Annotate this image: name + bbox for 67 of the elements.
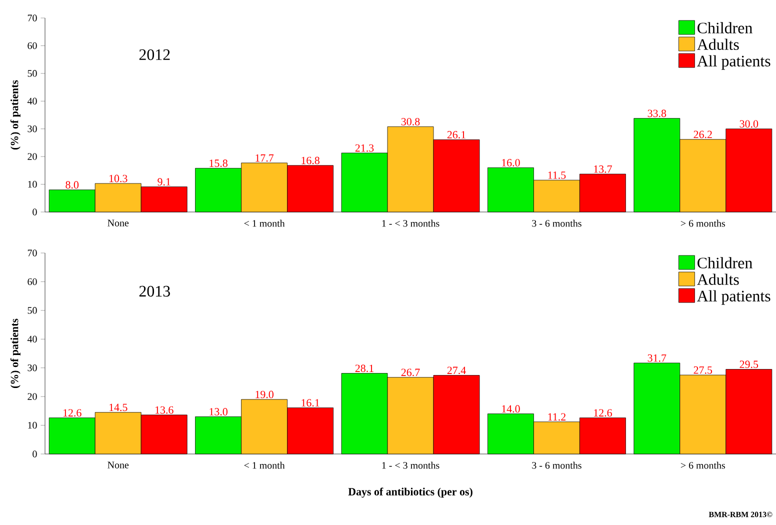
x-tick-label: 1 - < 3 months xyxy=(382,220,440,227)
y-tick-label: 0 xyxy=(32,450,37,458)
data-label: 13.0 xyxy=(210,408,228,416)
y-tick-label: 30 xyxy=(28,364,37,372)
legend-label: Children xyxy=(698,22,752,34)
legend-label: All patients xyxy=(697,55,770,70)
legend-label: Adults xyxy=(697,38,739,50)
legend-label: Adults xyxy=(697,274,739,285)
y-tick-label: 20 xyxy=(28,153,37,160)
data-label: 12.6 xyxy=(63,409,82,417)
data-label: 31.7 xyxy=(648,354,666,362)
x-tick-label: > 6 months xyxy=(680,462,726,469)
data-label: 26.1 xyxy=(447,131,466,138)
data-label: 28.1 xyxy=(355,364,374,372)
data-label: 15.8 xyxy=(210,160,228,167)
data-label: 33.8 xyxy=(648,110,666,118)
y-tick-label: 50 xyxy=(28,307,37,314)
y-tick-label: 40 xyxy=(27,98,37,104)
y-axis-title: (%) of patients xyxy=(10,318,20,388)
y-tick-label: 70 xyxy=(28,250,37,256)
y-tick-label: 60 xyxy=(28,278,37,286)
data-label: 27.5 xyxy=(694,366,712,374)
y-tick-label: 40 xyxy=(27,336,37,342)
data-label: 21.3 xyxy=(355,144,374,152)
data-label: 30.0 xyxy=(740,120,758,128)
y-tick-label: 70 xyxy=(28,14,37,22)
data-label: 12.6 xyxy=(594,409,612,417)
data-label: 11.5 xyxy=(548,172,566,179)
x-tick-label: < 1 month xyxy=(244,462,285,469)
y-tick-label: 10 xyxy=(28,422,37,429)
x-tick-label: 1 - < 3 months xyxy=(382,462,440,469)
data-label: 26.2 xyxy=(694,130,712,138)
data-label: 16.1 xyxy=(302,399,320,407)
data-label: 19.0 xyxy=(256,390,274,398)
data-label: 10.3 xyxy=(109,174,128,182)
data-label: 16.8 xyxy=(302,156,320,164)
data-label: 17.7 xyxy=(256,154,274,162)
x-tick-label: < 1 month xyxy=(244,220,285,227)
data-label: 16.0 xyxy=(502,159,520,166)
legend-label: Children xyxy=(698,257,752,268)
data-label: 9.1 xyxy=(158,178,170,186)
data-label: 29.5 xyxy=(740,360,758,368)
x-tick-label: 3 - 6 months xyxy=(532,462,582,469)
data-label: 8.0 xyxy=(66,181,79,189)
data-label: 13.6 xyxy=(155,406,174,414)
y-axis-title: (%) of patients xyxy=(10,80,20,150)
data-label: 30.8 xyxy=(401,118,420,126)
data-label: 11.2 xyxy=(548,413,566,421)
data-label: 27.4 xyxy=(447,366,466,374)
data-label: 14.5 xyxy=(109,404,128,412)
y-tick-label: 50 xyxy=(28,70,37,77)
data-label: 26.7 xyxy=(401,368,420,376)
data-label: 13.7 xyxy=(594,165,612,173)
data-label: 14.0 xyxy=(502,405,520,413)
y-tick-label: 30 xyxy=(28,125,37,132)
x-tick-label: None xyxy=(108,220,129,226)
x-tick-label: > 6 months xyxy=(680,220,726,227)
x-tick-label: 3 - 6 months xyxy=(532,220,582,227)
x-tick-label: None xyxy=(108,462,129,468)
y-tick-label: 60 xyxy=(28,42,37,50)
y-tick-label: 20 xyxy=(28,393,37,400)
text: 2013 xyxy=(139,286,170,297)
text: 2012 xyxy=(139,49,170,60)
x-axis-title: Days of antibiotics (per os) xyxy=(348,488,472,498)
y-tick-label: 10 xyxy=(28,180,37,188)
y-tick-label: 0 xyxy=(32,208,37,216)
legend-label: All patients xyxy=(697,290,770,305)
